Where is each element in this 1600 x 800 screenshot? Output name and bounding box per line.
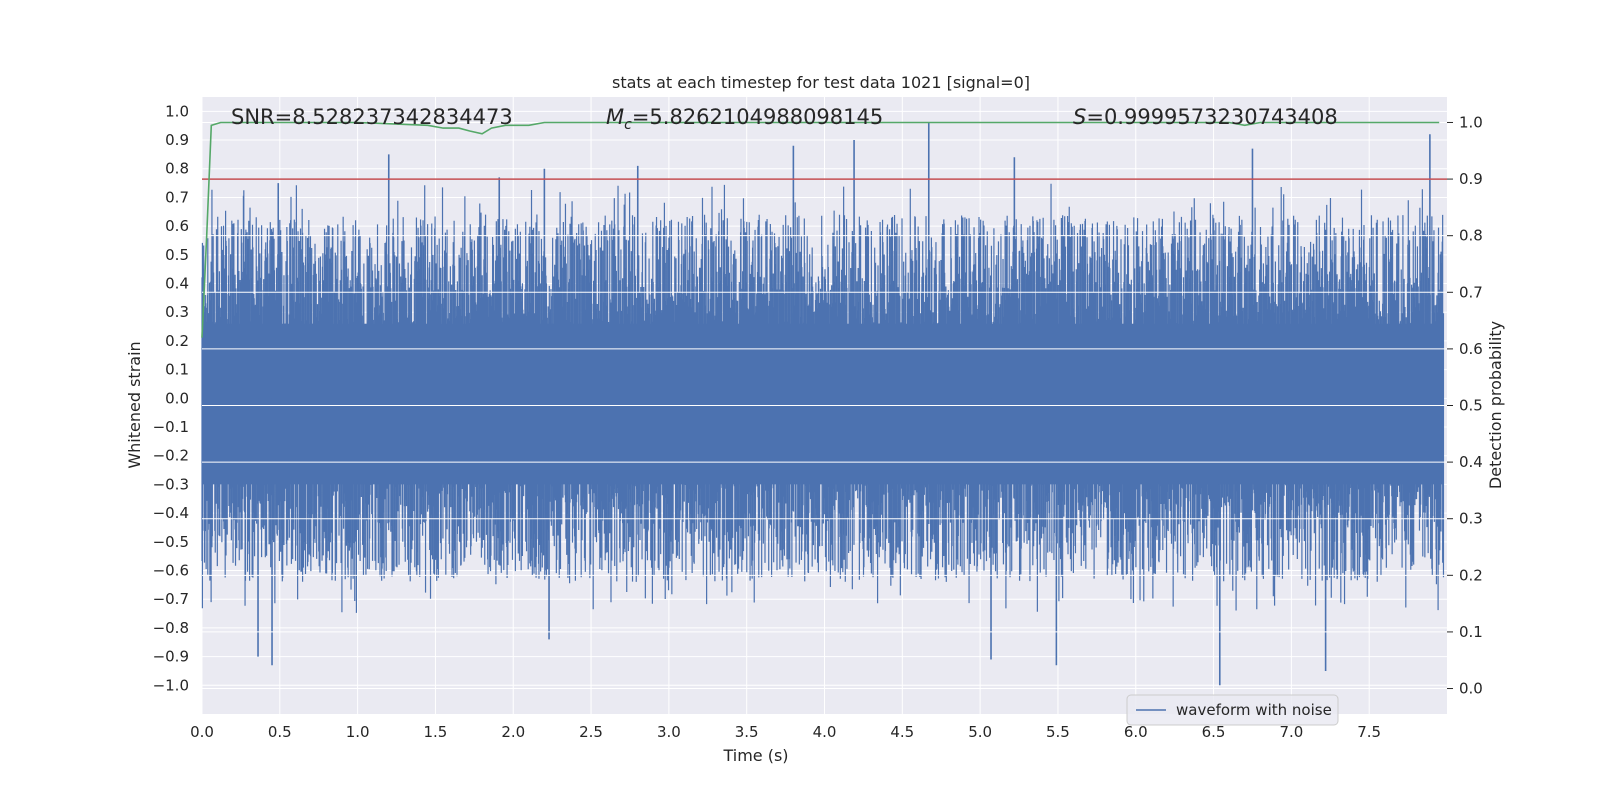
legend: waveform with noise bbox=[1126, 694, 1339, 726]
y2-tick-label: 0.1 bbox=[1459, 623, 1483, 641]
y2-tick-label: 0.2 bbox=[1459, 566, 1483, 584]
y-tick-labels: 1.0 0.9 0.8 0.7 0.6 0.5 0.4 0.3 0.2 0.1 0.0 −0.1 −0.… bbox=[153, 102, 189, 694]
x-tick-label: 7.0 bbox=[1279, 723, 1303, 741]
snr-annotation: SNR=8.528237342834473 bbox=[231, 105, 513, 129]
y2-tick-label: 0.5 bbox=[1459, 397, 1483, 415]
y-tick-label: 0.1 bbox=[165, 361, 189, 379]
y-tick-label: −0.6 bbox=[153, 562, 189, 580]
y-tick-label: 0.0 bbox=[165, 389, 189, 407]
y-tick-label: −0.3 bbox=[153, 475, 189, 493]
y-tick-label: 0.7 bbox=[165, 188, 189, 206]
y-tick-label: 0.5 bbox=[165, 246, 189, 264]
chart-title: stats at each timestep for test data 102… bbox=[612, 73, 1030, 92]
y2-tick-label: 0.7 bbox=[1459, 283, 1483, 301]
y2-tick-label: 0.0 bbox=[1459, 680, 1483, 698]
x-tick-label: 5.5 bbox=[1046, 723, 1070, 741]
y-tick-label: 0.8 bbox=[165, 160, 189, 178]
y-tick-label: −0.4 bbox=[153, 504, 189, 522]
y-axis-label: Whitened strain bbox=[125, 341, 144, 468]
s-annotation: S=0.9999573230743408 bbox=[1073, 105, 1338, 129]
y-tick-label: 0.4 bbox=[165, 275, 189, 293]
legend-box bbox=[1126, 694, 1339, 726]
y2-tick-label: 0.8 bbox=[1459, 227, 1483, 245]
s-value: =0.9999573230743408 bbox=[1086, 105, 1337, 129]
x-tick-label: 0.5 bbox=[268, 723, 292, 741]
x-tick-label: 7.5 bbox=[1357, 723, 1381, 741]
legend-label-waveform: waveform with noise bbox=[1176, 701, 1332, 719]
y2-tick-label: 0.9 bbox=[1459, 170, 1483, 188]
y-tick-label: 0.9 bbox=[165, 131, 189, 149]
y-tick-label: −0.9 bbox=[153, 648, 189, 666]
chirp-mass-annotation: Mc=5.8262104988098145 bbox=[606, 105, 883, 133]
x-tick-label: 4.0 bbox=[813, 723, 837, 741]
s-symbol: S bbox=[1073, 105, 1086, 129]
y-tick-label: 0.3 bbox=[165, 303, 189, 321]
y-tick-label: 0.2 bbox=[165, 332, 189, 350]
waveform-core bbox=[202, 323, 1444, 485]
x-tick-labels: 0.0 0.5 1.0 1.5 2.0 2.5 3.0 3.5 4.0 4.5 5.0 5.5 6.0 6… bbox=[190, 723, 1381, 741]
x-tick-label: 6.0 bbox=[1124, 723, 1148, 741]
y-tick-label: −1.0 bbox=[153, 676, 189, 694]
y-tick-label: −0.5 bbox=[153, 533, 189, 551]
y-tick-label: 1.0 bbox=[165, 102, 189, 120]
y2-tick-label: 0.3 bbox=[1459, 510, 1483, 528]
probability-series bbox=[201, 121, 1447, 338]
y-tick-label: −0.7 bbox=[153, 590, 189, 608]
x-tick-label: 1.5 bbox=[424, 723, 448, 741]
mc-value: =5.8262104988098145 bbox=[632, 105, 883, 129]
y2-tick-label: 0.4 bbox=[1459, 453, 1483, 471]
y-tick-label: −0.2 bbox=[153, 447, 189, 465]
x-tick-label: 2.0 bbox=[501, 723, 525, 741]
y2-tick-label: 1.0 bbox=[1459, 113, 1483, 131]
x-tick-label: 0.0 bbox=[190, 723, 214, 741]
y2-axis-label: Detection probability bbox=[1486, 321, 1505, 489]
mc-symbol: M bbox=[606, 105, 624, 129]
x-tick-label: 2.5 bbox=[579, 723, 603, 741]
y2-tick-labels: 0.0 0.1 0.2 0.3 0.4 0.5 0.6 0.7 0.8 0.9 1.0 bbox=[1447, 113, 1483, 698]
x-tick-label: 3.5 bbox=[735, 723, 759, 741]
x-axis-label: Time (s) bbox=[722, 746, 788, 765]
x-tick-label: 3.0 bbox=[657, 723, 681, 741]
probability-line bbox=[201, 121, 1440, 338]
mc-subscript: c bbox=[624, 117, 632, 133]
y-tick-label: 0.6 bbox=[165, 217, 189, 235]
waveform-series bbox=[201, 122, 1445, 686]
y-tick-label: −0.1 bbox=[153, 418, 189, 436]
x-tick-label: 4.5 bbox=[890, 723, 914, 741]
x-tick-label: 6.5 bbox=[1202, 723, 1226, 741]
x-tick-label: 1.0 bbox=[346, 723, 370, 741]
y2-tick-label: 0.6 bbox=[1459, 340, 1483, 358]
y-tick-label: −0.8 bbox=[153, 619, 189, 637]
x-tick-label: 5.0 bbox=[968, 723, 992, 741]
